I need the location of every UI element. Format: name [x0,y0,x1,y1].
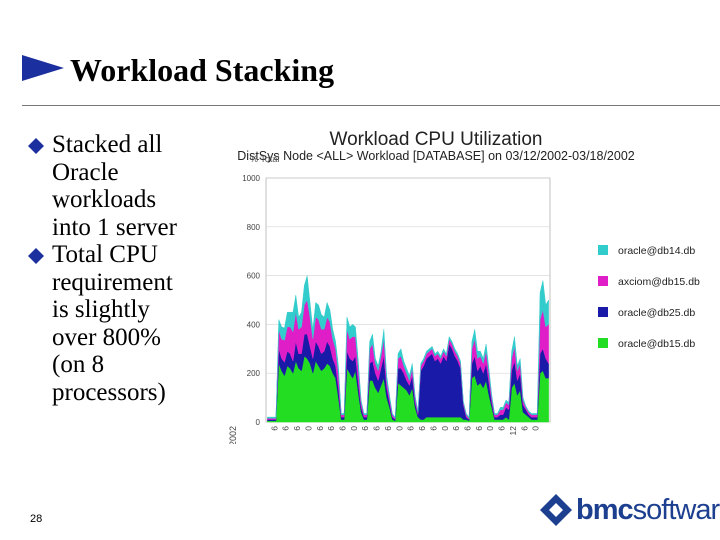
legend-label: oracle@db25.db [618,307,695,319]
x-tick-label: 6 [462,426,472,431]
y-tick-label: 200 [247,369,261,378]
bmc-software-logo: bmcsoftware [540,490,720,530]
diamond-bullet-icon [28,248,44,264]
x-tick-label: 6 [372,426,382,431]
x-tick-label: 0 [349,426,359,431]
x-tick-label: 6 [315,426,325,431]
diamond-bullet-icon [28,138,44,154]
y-tick-label: 0 [256,418,261,427]
legend-label: axciom@db15.db [618,276,700,288]
y-tick-label: 600 [247,272,261,281]
slide-title: Workload Stacking [70,52,335,88]
y-axis-label: % Total [250,154,279,164]
x-tick-label: 6 [292,426,302,431]
bullet-line: over 800% [52,323,161,351]
x-start-date-label: 03/12/2002 [228,426,238,444]
triangle-arrow-icon [22,55,64,81]
legend-label: oracle@db15.db [618,338,695,350]
bullet-line: Total CPU [52,241,158,268]
x-tick-label: 6 [281,426,291,431]
series-area [267,275,549,420]
x-tick-label: 6 [326,426,336,431]
y-tick-label: 800 [247,223,261,232]
x-tick-label: 6 [338,426,348,431]
y-tick-label: 400 [247,320,261,329]
legend-swatch [598,276,608,286]
legend-swatch [598,307,608,317]
x-tick-label: 6 [269,426,279,431]
page-number: 28 [30,513,43,525]
x-tick-label: 6 [519,426,529,431]
bullet-line: processors) [52,378,166,406]
bmc-logo-icon [540,494,572,526]
bullet-line: into 1 server [52,213,177,241]
legend-label: oracle@db14.db [618,245,695,257]
x-tick-label: 6 [428,426,438,431]
x-tick-label: 6 [451,426,461,431]
bullet-line: workloads [52,186,157,213]
bullet-item: Stacked all Oracle workloads into 1 serv… [28,131,228,241]
legend-swatch [598,338,608,348]
legend-swatch [598,245,608,255]
title-divider [22,105,720,106]
x-tick-label: 0 [440,426,450,431]
x-tick-label: 6 [417,426,427,431]
x-tick-label: 0 [531,426,541,431]
stacked-areas [267,275,549,423]
x-tick-label: 0 [394,426,404,431]
x-tick-label: 6 [497,426,507,431]
bullet-line: Oracle [52,158,119,186]
x-tick-label: 6 [360,426,370,431]
cpu-utilization-chart: Workload CPU Utilization DistSys Node <A… [228,129,700,444]
bullet-line: (on 8 [52,351,105,378]
bullet-item: Total CPU requirement is slightly over 8… [28,241,228,406]
x-tick-label: 12 [508,426,518,436]
logo-software-text: software [632,494,720,526]
bullet-line: Stacked all [52,131,163,158]
bullet-line: requirement [52,268,173,296]
x-tick-label: 6 [474,426,484,431]
x-tick-label: 0 [303,426,313,431]
axes: 0200400600800100003/12/20026660666066606… [228,174,541,444]
x-tick-label: 6 [383,426,393,431]
x-tick-label: 0 [485,426,495,431]
bullet-line: is slightly [52,296,150,323]
x-tick-label: 6 [406,426,416,431]
logo-wordmark: bmcsoftware [576,490,720,530]
chart-subtitle: DistSys Node <ALL> Workload [DATABASE] o… [237,149,635,163]
logo-bmc-text: bmc [576,494,634,526]
legend: oracle@db14.db axciom@db15.db oracle@db25.… [598,245,700,350]
y-tick-label: 1000 [242,174,260,183]
bullet-list: Stacked all Oracle workloads into 1 serv… [28,131,228,406]
chart-title: Workload CPU Utilization [330,129,543,150]
